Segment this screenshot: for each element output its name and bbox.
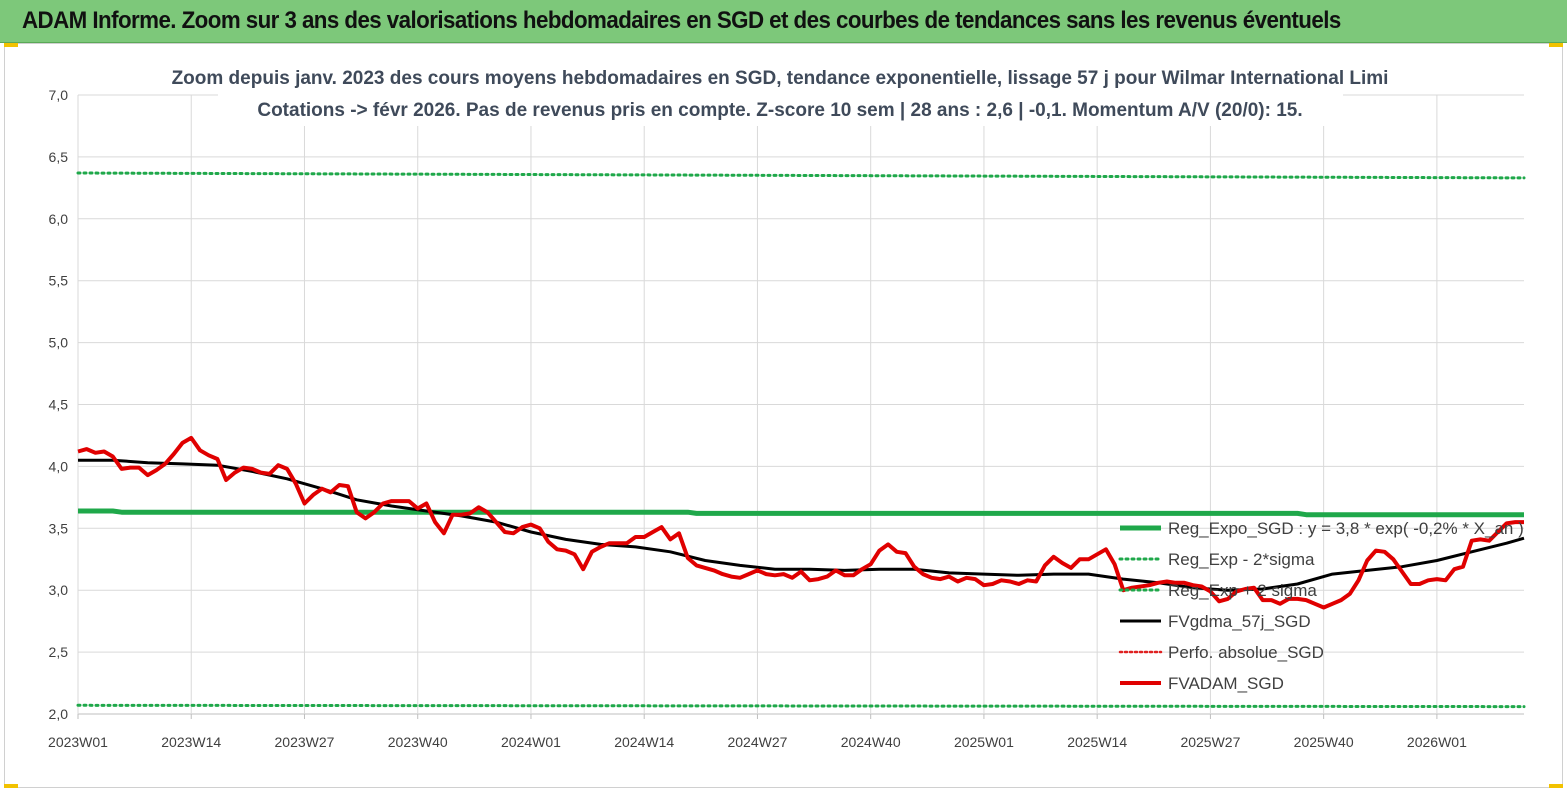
y-tick-label: 4,5 <box>49 397 69 413</box>
x-tick-label: 2023W14 <box>161 734 221 750</box>
frame-corner-marker <box>4 43 18 47</box>
series-line-0 <box>78 508 1524 518</box>
series-line-1 <box>76 703 1526 709</box>
x-tick-label: 2023W27 <box>275 734 335 750</box>
y-tick-label: 2,0 <box>49 706 69 722</box>
x-tick-label: 2025W01 <box>954 734 1014 750</box>
report-title: ADAM Informe. Zoom sur 3 ans des valoris… <box>22 7 1341 34</box>
chart-title-line1: Zoom depuis janv. 2023 des cours moyens … <box>172 68 1389 89</box>
series-line-5 <box>77 435 1524 610</box>
frame-corner-marker <box>1549 784 1563 788</box>
x-tick-label: 2023W40 <box>388 734 448 750</box>
y-tick-label: 6,0 <box>49 211 69 227</box>
subtitle-background <box>218 62 1343 126</box>
x-tick-label: 2024W27 <box>727 734 787 750</box>
y-tick-label: 2,5 <box>49 644 69 660</box>
chart-title-line2: Cotations -> févr 2026. Pas de revenus p… <box>257 100 1302 121</box>
y-tick-label: 5,5 <box>49 273 69 289</box>
y-tick-label: 4,0 <box>49 458 69 474</box>
y-tick-label: 3,5 <box>49 520 69 536</box>
series-layer <box>76 171 1526 709</box>
x-tick-label: 2024W01 <box>501 734 561 750</box>
series-line-2 <box>76 171 1526 180</box>
legend-label: Reg_Exp + 2 sigma <box>1168 581 1317 600</box>
x-tick-label: 2023W01 <box>48 734 108 750</box>
legend-label: Reg_Exp - 2*sigma <box>1168 550 1315 569</box>
y-tick-label: 3,0 <box>49 582 69 598</box>
legend-label: FVgdma_57j_SGD <box>1168 612 1311 631</box>
frame-corner-marker <box>1549 43 1563 47</box>
x-tick-label: 2026W01 <box>1407 734 1467 750</box>
legend: Reg_Expo_SGD : y = 3,8 * exp( -0,2% * X_… <box>1118 519 1524 693</box>
x-tick-label: 2025W40 <box>1294 734 1354 750</box>
y-tick-label: 5,0 <box>49 335 69 351</box>
x-tick-label: 2025W14 <box>1067 734 1127 750</box>
frame-corner-marker <box>4 784 18 788</box>
y-tick-label: 7,0 <box>49 87 69 103</box>
legend-label: FVADAM_SGD <box>1168 674 1284 693</box>
x-tick-label: 2024W14 <box>614 734 674 750</box>
x-tick-label: 2024W40 <box>841 734 901 750</box>
x-tick-label: 2025W27 <box>1180 734 1240 750</box>
axis-layer: 2,0 2,5 3,0 3,5 4,0 4,5 5,0 5,5 6,0 6,5 7,0 2023W01… <box>48 87 1467 750</box>
chart-frame <box>4 43 1563 788</box>
report-banner: ADAM Informe. Zoom sur 3 ans des valoris… <box>0 0 1567 43</box>
y-tick-label: 6,5 <box>49 149 69 165</box>
legend-label: Reg_Expo_SGD : y = 3,8 * exp( -0,2% * X_… <box>1168 519 1524 538</box>
legend-label: Perfo. absolue_SGD <box>1168 643 1324 662</box>
